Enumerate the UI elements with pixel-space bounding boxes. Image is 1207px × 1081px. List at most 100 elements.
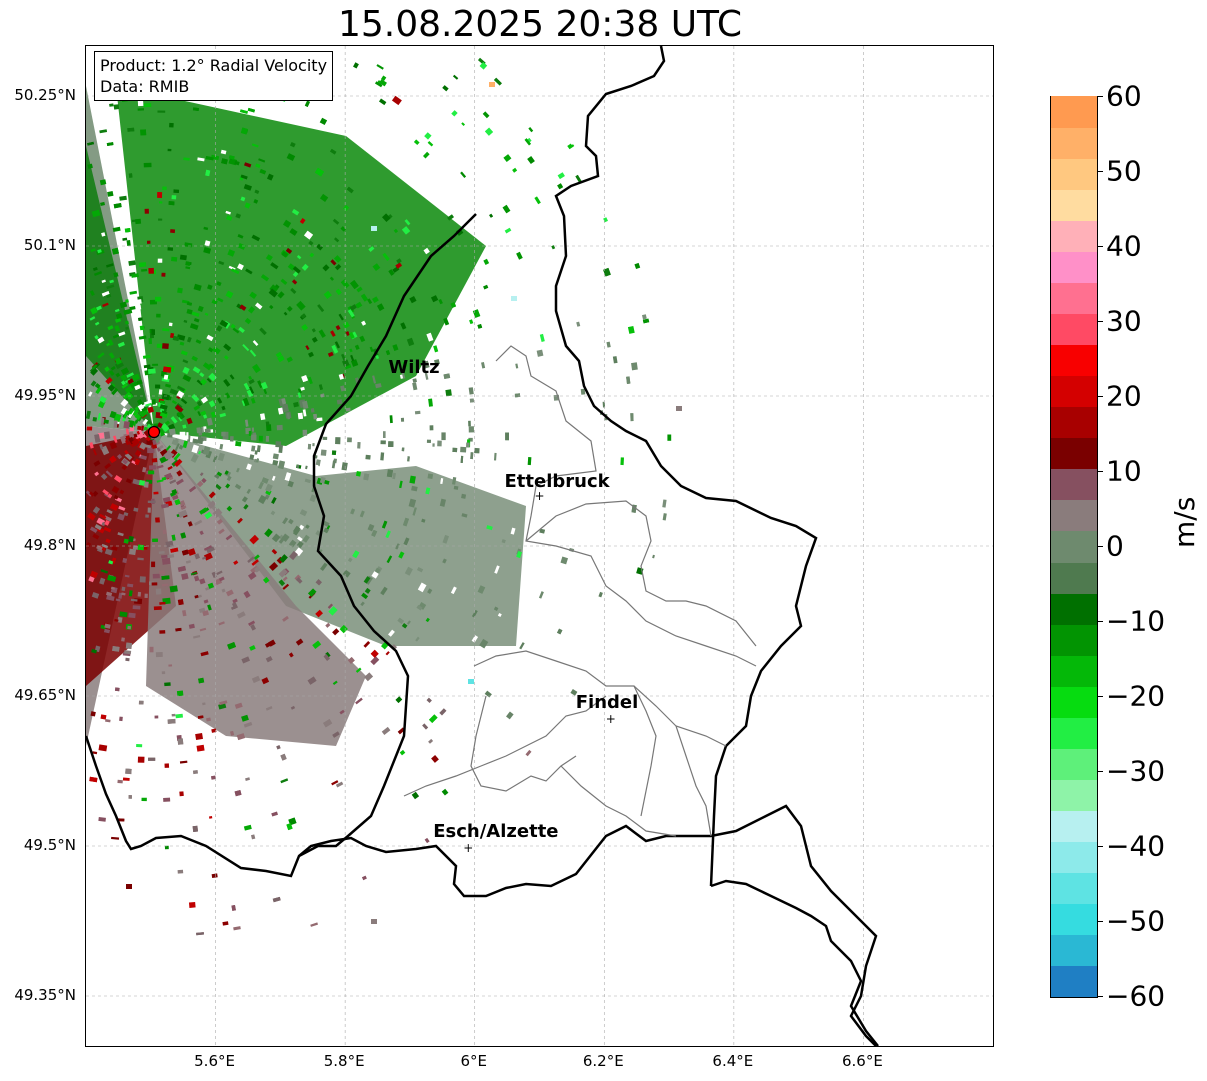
radar-gate (225, 534, 233, 541)
radar-gate (374, 81, 383, 88)
radar-gate (132, 478, 141, 486)
radar-gate (367, 523, 375, 532)
radar-gate (192, 770, 199, 775)
colorbar-tick-label: 10 (1106, 454, 1142, 488)
radar-gate (109, 410, 117, 419)
radar-gate (168, 201, 175, 206)
radar-gate (301, 375, 309, 383)
radar-gate (434, 359, 440, 366)
colorbar-tick-mark (1097, 246, 1103, 247)
radar-gate (312, 640, 322, 650)
radar-gate (120, 367, 130, 375)
radar-gate (89, 442, 94, 449)
radar-gate (197, 305, 204, 312)
radar-gate (253, 554, 260, 560)
radar-gate (320, 449, 327, 456)
radar-gate (385, 651, 390, 656)
longitude-label: 6.2°E (582, 1052, 624, 1070)
radar-gate (120, 374, 128, 382)
radar-gate (260, 381, 268, 390)
radar-gate (197, 411, 202, 417)
radar-gate (234, 160, 240, 166)
radar-gate (304, 478, 311, 484)
radar-gate (245, 419, 249, 427)
radar-gate (196, 480, 204, 488)
radar-gate (502, 204, 511, 214)
radar-gate (153, 491, 159, 495)
radar-gate (511, 296, 517, 301)
radar-gate (450, 302, 457, 308)
radar-gate (557, 628, 563, 635)
radar-gate (90, 307, 98, 315)
radar-gate (266, 173, 274, 181)
colorbar-segment (1051, 717, 1097, 749)
radar-gate (534, 196, 541, 205)
radar-gate (203, 247, 212, 254)
radar-gate (148, 267, 154, 274)
radar-gate (603, 217, 608, 223)
radar-gate (451, 110, 458, 117)
radar-gate (243, 590, 251, 599)
radar-gate (193, 575, 200, 582)
canton-boundary (495, 345, 757, 667)
radar-gate (307, 676, 317, 685)
radar-gate (125, 439, 130, 446)
radar-gate (359, 510, 365, 518)
radar-gate (311, 336, 318, 343)
radar-gate (270, 510, 276, 516)
radar-gate (129, 290, 138, 295)
radar-gate (299, 386, 305, 392)
radar-gate (186, 432, 189, 440)
radar-gate (114, 687, 120, 692)
radar-gate (251, 427, 255, 432)
radar-gate (265, 483, 273, 493)
radar-gate (349, 348, 353, 353)
radar-gate (382, 213, 391, 222)
radar-gate (235, 213, 242, 219)
radar-gate (167, 465, 173, 470)
radar-gate (428, 398, 433, 407)
colorbar-tick-mark (1097, 996, 1103, 997)
radar-gate (101, 232, 106, 237)
radar-gate (153, 606, 162, 611)
radar-gate (250, 834, 256, 840)
radar-gate (269, 305, 274, 310)
radar-gate (187, 336, 192, 343)
radar-gate (399, 480, 403, 489)
radar-gate (119, 435, 127, 444)
radar-gate (251, 675, 261, 684)
radar-gate (138, 700, 144, 705)
district-boundary (473, 650, 727, 747)
radar-gate (279, 554, 288, 563)
radar-gate (174, 443, 180, 452)
radar-gate (437, 440, 442, 447)
radar-gate (193, 318, 200, 323)
radar-gate (163, 374, 169, 380)
radar-gate (161, 671, 166, 675)
radar-gate (328, 606, 338, 616)
radar-gate (247, 556, 255, 563)
velocity-colorbar (1050, 96, 1098, 998)
radar-gate (376, 64, 384, 70)
radar-gate (355, 301, 363, 309)
radar-gate (124, 227, 131, 233)
radar-gate (159, 570, 165, 575)
radar-gate (143, 103, 152, 108)
radar-gate (423, 247, 430, 255)
radar-gate (263, 388, 268, 395)
radar-gate (256, 458, 260, 463)
radar-gate (193, 283, 202, 291)
radar-gate (202, 610, 209, 617)
radar-gate (107, 191, 114, 197)
radar-gate (431, 755, 439, 763)
radar-gate (251, 559, 259, 566)
radar-gate (113, 420, 118, 428)
radar-gate (148, 757, 156, 761)
radar-gate (308, 240, 314, 246)
colorbar-segment (1051, 158, 1097, 191)
radar-gate (292, 271, 299, 278)
radar-gate (199, 627, 207, 632)
colorbar-tick-label: −50 (1106, 904, 1166, 938)
radar-gate (115, 360, 125, 370)
colorbar-tick-label: 20 (1106, 379, 1142, 413)
